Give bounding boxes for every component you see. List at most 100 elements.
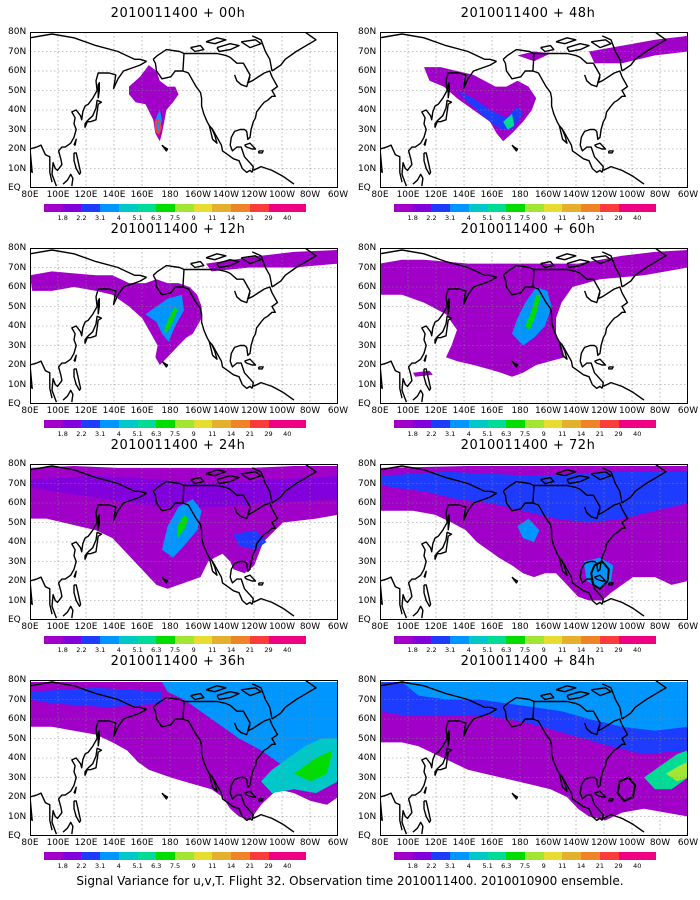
map-frame bbox=[380, 464, 688, 620]
lon-tick-label: 60W bbox=[327, 838, 349, 848]
colorbar-swatch bbox=[175, 636, 194, 644]
lon-tick-label: 180 bbox=[511, 190, 529, 200]
coastline bbox=[233, 506, 251, 520]
lon-tick-label: 80W bbox=[649, 622, 671, 632]
lon-tick-label: 100W bbox=[268, 838, 296, 848]
lon-tick-label: 160W bbox=[184, 622, 212, 632]
lon-tick-label: 120E bbox=[424, 622, 448, 632]
coastline bbox=[594, 358, 607, 366]
coastline bbox=[412, 389, 424, 403]
colorbar-swatch bbox=[81, 204, 101, 212]
lon-tick-label: 100E bbox=[46, 838, 70, 848]
colorbar-swatch bbox=[637, 204, 657, 212]
colorbar-swatch bbox=[468, 852, 488, 860]
colorbar-label: 11 bbox=[208, 646, 217, 654]
coastline bbox=[412, 821, 424, 835]
coastline bbox=[401, 492, 497, 619]
coastline bbox=[205, 469, 227, 477]
coastline bbox=[182, 718, 253, 822]
lon-tick-label: 140W bbox=[212, 406, 240, 416]
coastline bbox=[502, 264, 535, 296]
lon-tick-label: 80E bbox=[371, 190, 389, 200]
coastline bbox=[540, 692, 555, 701]
colorbar-swatch bbox=[543, 636, 563, 644]
colorbar-swatch bbox=[137, 636, 157, 644]
colorbar-label: 3.1 bbox=[444, 430, 456, 438]
coastline bbox=[558, 773, 568, 792]
colorbar-label: 9 bbox=[541, 646, 546, 654]
coastline bbox=[380, 360, 403, 399]
coastline bbox=[601, 467, 623, 504]
lat-tick-label: 30N bbox=[358, 124, 377, 135]
colorbar-swatch bbox=[581, 204, 600, 212]
coastline bbox=[534, 484, 629, 605]
colorbar-label: 9 bbox=[191, 646, 196, 654]
colorbar-swatch bbox=[412, 420, 432, 428]
coastline bbox=[447, 730, 451, 747]
lat-tick-label: 50N bbox=[8, 517, 27, 528]
lat-tick-label: 60N bbox=[8, 498, 27, 508]
coastline bbox=[233, 290, 251, 304]
coastline bbox=[602, 597, 645, 617]
colorbar-label: 29 bbox=[614, 862, 623, 870]
colorbar-label: 7.5 bbox=[519, 646, 531, 654]
colorbar-swatch bbox=[175, 852, 194, 860]
coastline bbox=[555, 253, 577, 261]
lon-tick-label: 140E bbox=[102, 406, 126, 416]
variance-contour bbox=[164, 306, 178, 334]
colorbar bbox=[44, 204, 307, 212]
variance-contour bbox=[380, 471, 688, 523]
colorbar-label: 6.3 bbox=[151, 430, 162, 438]
colorbar-swatch bbox=[450, 420, 469, 428]
lon-tick-label: 80W bbox=[299, 406, 321, 416]
lat-tick-label: 40N bbox=[8, 537, 27, 547]
coastline bbox=[423, 584, 432, 608]
lon-tick-label: 60W bbox=[327, 190, 349, 200]
coastline bbox=[205, 37, 227, 45]
colorbar-swatch bbox=[193, 420, 213, 428]
colorbar-swatch bbox=[44, 204, 63, 212]
coastline bbox=[621, 464, 667, 504]
lon-tick-label: 100E bbox=[46, 622, 70, 632]
colorbar-swatch bbox=[506, 636, 526, 644]
lon-tick-label: 80W bbox=[649, 190, 671, 200]
lon-tick-label: 80W bbox=[299, 838, 321, 848]
colorbar-swatch bbox=[581, 420, 600, 428]
colorbar-swatch bbox=[525, 852, 544, 860]
lat-tick-label: 40N bbox=[8, 753, 27, 763]
colorbar bbox=[394, 636, 657, 644]
lat-tick-label: EQ bbox=[358, 615, 371, 625]
colorbar-label: 14 bbox=[227, 646, 236, 654]
coastline bbox=[271, 248, 317, 288]
colorbar-label: 5.1 bbox=[482, 862, 493, 870]
lat-tick-label: 40N bbox=[358, 753, 377, 763]
coastline bbox=[30, 360, 53, 399]
coastline bbox=[252, 165, 295, 185]
coastline bbox=[502, 696, 535, 728]
coastline bbox=[258, 366, 264, 370]
lat-tick-label: 10N bbox=[8, 379, 27, 390]
coastline bbox=[73, 570, 77, 578]
coastline bbox=[511, 792, 519, 800]
coastline bbox=[161, 576, 169, 584]
lon-tick-label: 180 bbox=[511, 838, 529, 848]
coastline bbox=[401, 276, 497, 403]
colorbar bbox=[394, 852, 657, 860]
colorbar-label: 1.8 bbox=[407, 646, 418, 654]
coastline bbox=[73, 368, 82, 392]
lon-tick-label: 160W bbox=[534, 190, 562, 200]
colorbar-label: 6.3 bbox=[151, 862, 162, 870]
coastline bbox=[84, 747, 103, 776]
coastline bbox=[434, 531, 453, 560]
lon-tick-label: 120W bbox=[240, 406, 268, 416]
colorbar bbox=[44, 420, 307, 428]
lat-tick-label: 20N bbox=[358, 360, 377, 370]
lon-tick-label: 160W bbox=[184, 838, 212, 848]
coastline bbox=[184, 268, 279, 389]
coastline bbox=[252, 813, 295, 833]
coastline bbox=[601, 683, 623, 720]
coastline bbox=[152, 696, 185, 728]
coastline bbox=[184, 484, 279, 605]
lon-tick-label: 100W bbox=[618, 190, 646, 200]
coastline bbox=[161, 360, 169, 368]
